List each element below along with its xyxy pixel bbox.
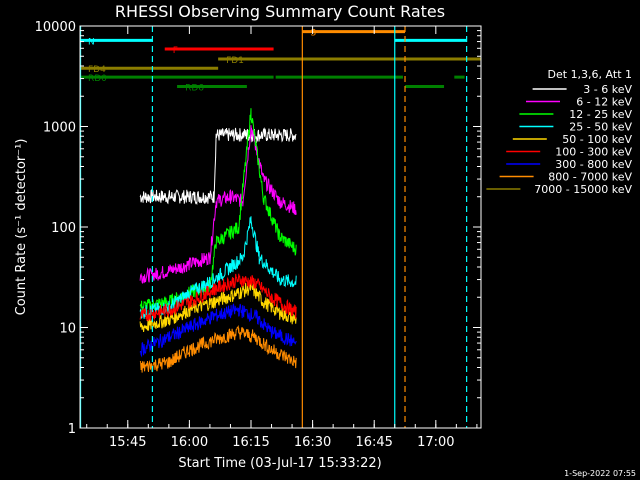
trace-0 — [139, 127, 297, 206]
legend-label: 12 - 25 keV — [569, 108, 632, 121]
trace-3 — [139, 216, 297, 319]
y-tick-label: 100 — [51, 221, 76, 236]
flag-label-s: S — [310, 29, 316, 39]
trace-7 — [139, 325, 297, 373]
trace-5 — [139, 273, 297, 322]
trace-6 — [139, 303, 297, 358]
flag-label-rd6: RD6 — [185, 84, 204, 94]
x-axis-label: Start Time (03-Jul-17 15:33:22) — [178, 456, 381, 471]
x-tick-label: 16:15 — [232, 435, 269, 450]
y-tick-label: 1 — [68, 422, 76, 437]
trace-4 — [139, 281, 297, 332]
timestamp: 1-Sep-2022 07:55 — [564, 469, 636, 478]
x-tick-label: 15:45 — [109, 435, 146, 450]
chart-title: RHESSI Observing Summary Count Rates — [115, 2, 445, 21]
legend-label: 100 - 300 keV — [555, 146, 632, 159]
y-axis-label: Count Rate (s⁻¹ detector⁻¹) — [14, 139, 29, 316]
x-tick-label: 16:45 — [355, 435, 392, 450]
y-tick-label: 10 — [59, 322, 76, 337]
x-tick-label: 17:00 — [417, 435, 454, 450]
y-tick-label: 10000 — [35, 20, 76, 35]
trace-2 — [139, 108, 297, 313]
y-axis-ticks: 1 10 100 1000 10000 — [35, 20, 481, 437]
legend-title: Det 1,3,6, Att 1 — [548, 68, 632, 81]
y-tick-label: 1000 — [43, 121, 76, 136]
trace-layer — [139, 108, 297, 373]
x-tick-label: 16:00 — [171, 435, 208, 450]
legend-label: 800 - 7000 keV — [548, 171, 632, 184]
flag-label-n: N — [88, 37, 95, 47]
flag-label-f: F — [173, 46, 178, 56]
flag-label-fd4: FD4 — [88, 65, 106, 75]
legend-label: 6 - 12 keV — [576, 96, 632, 109]
flag-label-rd0: RD0 — [88, 74, 107, 84]
x-axis-ticks: 15:45 16:00 16:15 16:30 16:45 17:00 — [86, 26, 478, 450]
legend-label: 25 - 50 keV — [569, 121, 632, 134]
trace-1 — [139, 125, 297, 284]
flag-label-fd1: FD1 — [226, 56, 244, 66]
legend-label: 50 - 100 keV — [562, 133, 632, 146]
x-tick-label: 16:30 — [294, 435, 331, 450]
legend-label: 7000 - 15000 keV — [534, 183, 632, 196]
legend-label: 300 - 800 keV — [555, 158, 632, 171]
legend-label: 3 - 6 keV — [583, 83, 632, 96]
